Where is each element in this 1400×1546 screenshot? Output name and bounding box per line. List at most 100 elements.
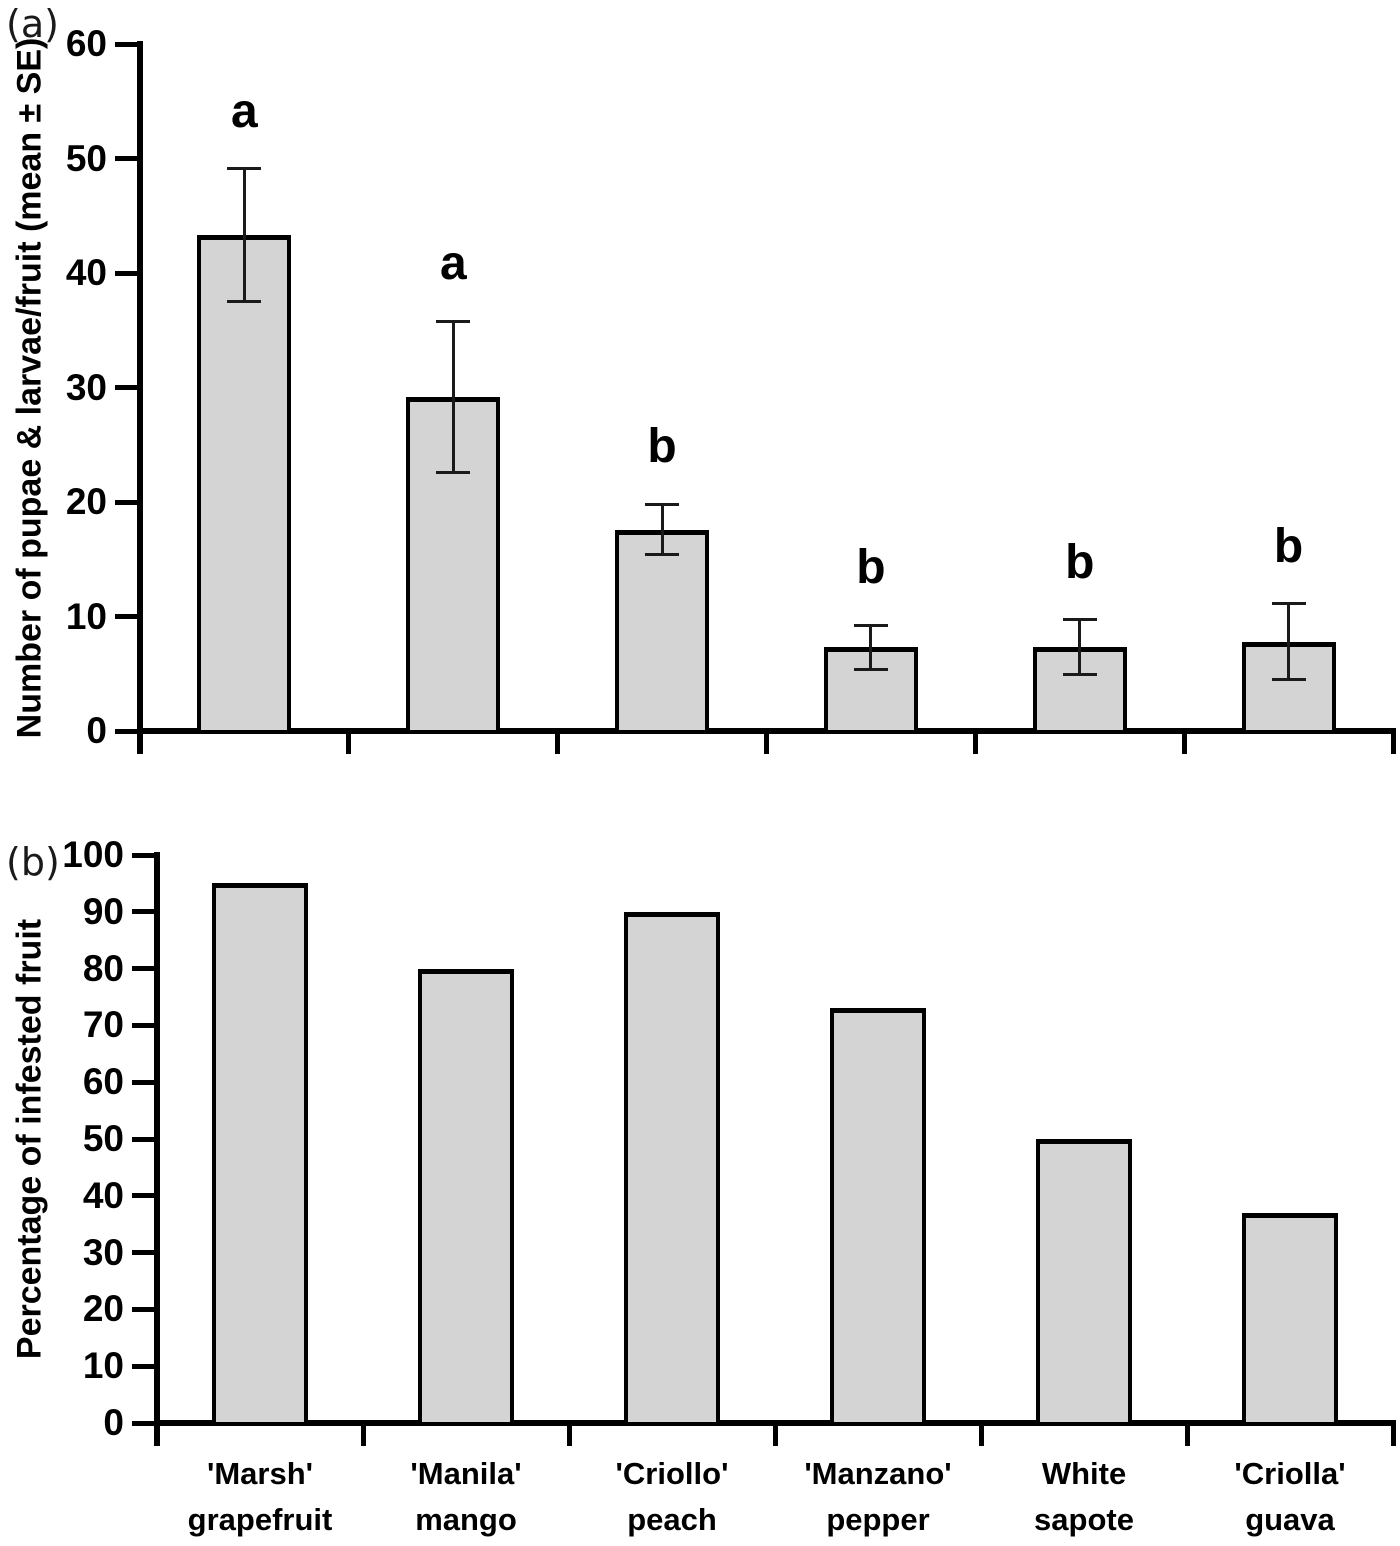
- panel_a-y-tick-label-30: 30: [65, 366, 107, 408]
- panel_a-y-tick-label-40: 40: [65, 252, 107, 293]
- panel_b-y-tick-label-80: 80: [82, 947, 124, 989]
- panel_a-x-tick-3: [764, 734, 769, 754]
- error-bar-cap-top-White sapote: [1062, 618, 1097, 622]
- error-bar-cap-bottom-White sapote: [1062, 673, 1097, 677]
- panel_b-x-tick-3: [772, 1426, 778, 1446]
- x-category-label-line2: sapote: [1034, 1502, 1134, 1537]
- x-category-label-line2: pepper: [826, 1502, 930, 1537]
- panel_b-x-axis-line: [154, 1420, 1396, 1426]
- sig-letter-'Criolla' guava: b: [1273, 519, 1304, 573]
- error-bar-line-'Criollo' peach: [660, 504, 664, 555]
- error-bar-cap-top-'Manila' mango: [436, 319, 471, 323]
- panel_b-x-tick-5: [1184, 1426, 1190, 1446]
- bar-'Manila' mango: [418, 968, 514, 1426]
- sig-letter-'Criollo' peach: b: [647, 420, 677, 473]
- error-bar-cap-bottom-'Manzano' pepper: [853, 667, 888, 671]
- panel-a-label: (a): [6, 2, 59, 46]
- panel_b-y-tick-80: [132, 966, 154, 972]
- panel_a-y-tick-label-50: 50: [65, 137, 107, 179]
- error-bar-line-'Marsh' grapefruit: [242, 168, 246, 302]
- panel_b-y-tick-30: [132, 1250, 154, 1256]
- panel_a-x-tick-5: [1181, 734, 1187, 754]
- panel_b-y-tick-100: [132, 852, 154, 858]
- x-category-label-line2: mango: [415, 1502, 517, 1537]
- panel_a-y-tick-label-0: 0: [86, 710, 107, 751]
- panel_b-y-tick-90: [132, 909, 154, 915]
- x-category-label-line2: peach: [627, 1502, 717, 1537]
- panel_a-y-tick-30: [115, 385, 137, 390]
- error-bar-cap-bottom-'Manila' mango: [436, 470, 471, 474]
- panel_b-x-tick-4: [978, 1426, 984, 1446]
- error-bar-line-'Manila' mango: [451, 321, 455, 473]
- sig-letter-White sapote: b: [1065, 535, 1095, 589]
- x-category-label-'Criolla' guava: 'Criolla' guava: [1187, 1451, 1393, 1543]
- x-category-label-line2: grapefruit: [187, 1502, 333, 1537]
- x-category-label-line1: 'Manzano': [804, 1456, 952, 1491]
- x-category-label-line1: 'Criollo': [615, 1456, 729, 1491]
- bar-'Criollo' peach: [624, 911, 720, 1426]
- panel_a-y-tick-label-60: 60: [65, 23, 107, 64]
- panel_b-x-tick-6: [1390, 1426, 1396, 1446]
- bar-White sapote: [1036, 1139, 1132, 1426]
- panel_b-x-tick-0: [154, 1426, 160, 1446]
- panel-b-label: (b): [6, 840, 60, 884]
- panel_b-y-tick-label-0: 0: [103, 1402, 124, 1443]
- panel_b-y-tick-label-50: 50: [82, 1118, 124, 1159]
- panel_b-y-axis-line: [154, 852, 160, 1446]
- panel_a-y-tick-40: [115, 270, 137, 276]
- error-bar-cap-top-'Manzano' pepper: [853, 624, 888, 628]
- sig-letter-'Manzano' pepper: b: [856, 541, 886, 595]
- x-category-label-line1: 'Criolla': [1234, 1456, 1346, 1491]
- panel_b-y-tick-10: [132, 1363, 154, 1369]
- panel_a-y-axis-line: [137, 41, 143, 754]
- panel_b-y-tick-label-30: 30: [82, 1231, 124, 1273]
- x-category-label-'Manzano' pepper: 'Manzano' pepper: [775, 1451, 981, 1543]
- panel_b-y-tick-label-10: 10: [82, 1345, 124, 1387]
- x-category-label-line1: 'Manila': [410, 1456, 522, 1491]
- error-bar-line-White sapote: [1078, 619, 1082, 675]
- panel_a-y-tick-label-10: 10: [65, 595, 107, 637]
- error-bar-cap-top-'Marsh' grapefruit: [227, 167, 262, 171]
- error-bar-line-'Criolla' guava: [1287, 603, 1291, 680]
- bar-'Marsh' grapefruit: [197, 235, 292, 734]
- panel_a-y-tick-0: [115, 728, 137, 734]
- panel_b-y-tick-60: [132, 1079, 154, 1085]
- panel_a-y-tick-60: [115, 41, 137, 47]
- panel_b-y-tick-label-40: 40: [82, 1174, 124, 1216]
- sig-letter-'Manila' mango: a: [439, 236, 467, 290]
- x-category-label-line1: White: [1041, 1456, 1127, 1491]
- panel_a-x-tick-4: [972, 734, 978, 754]
- panel_b-y-tick-label-20: 20: [82, 1288, 124, 1330]
- panel_a-y-tick-50: [115, 156, 137, 161]
- x-category-label-'Marsh' grapefruit: 'Marsh' grapefruit: [157, 1451, 363, 1543]
- sig-letter-'Marsh' grapefruit: a: [231, 84, 258, 138]
- bar-'Criollo' peach: [615, 529, 710, 734]
- x-category-label-line1: 'Marsh': [206, 1456, 314, 1491]
- panel_b-x-tick-1: [360, 1426, 366, 1446]
- panel_b-y-tick-20: [132, 1306, 154, 1312]
- panel_a-x-tick-0: [137, 734, 143, 754]
- panel_b-y-tick-40: [132, 1193, 154, 1199]
- panel_a-y-tick-label-20: 20: [65, 481, 107, 522]
- panel_a-y-tick-10: [115, 614, 137, 619]
- error-bar-cap-bottom-'Criolla' guava: [1271, 678, 1306, 681]
- panel_a-x-axis-line: [137, 728, 1396, 734]
- x-category-label-White sapote: White sapote: [981, 1451, 1187, 1543]
- panel_a-y-tick-20: [115, 499, 137, 505]
- panel_b-y-tick-label-100: 100: [62, 834, 124, 875]
- error-bar-cap-top-'Criolla' guava: [1271, 602, 1306, 606]
- error-bar-cap-top-'Criollo' peach: [645, 502, 680, 506]
- bar-'Criolla' guava: [1242, 1212, 1338, 1426]
- error-bar-cap-bottom-'Criollo' peach: [645, 553, 680, 557]
- panel_b-y-tick-50: [132, 1136, 154, 1142]
- error-bar-line-'Manzano' pepper: [869, 625, 873, 670]
- bar-'Manzano' pepper: [830, 1008, 926, 1426]
- panel_b-y-tick-label-90: 90: [82, 890, 124, 932]
- panel_a-x-tick-2: [555, 734, 561, 754]
- panel_b-y-tick-70: [132, 1022, 154, 1028]
- panel_b-y-tick-label-70: 70: [82, 1004, 124, 1046]
- panel_a-x-tick-1: [346, 734, 352, 754]
- x-category-label-line2: guava: [1245, 1502, 1335, 1537]
- panel_a-x-tick-6: [1390, 734, 1396, 754]
